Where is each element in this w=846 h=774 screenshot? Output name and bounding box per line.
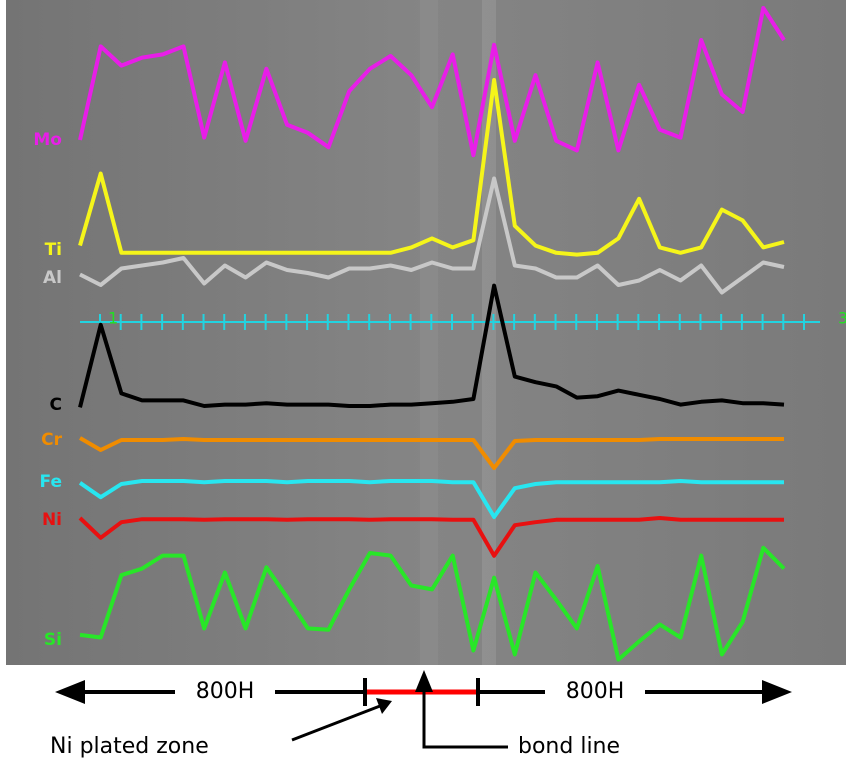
label-bg <box>545 678 645 706</box>
series-label: Al <box>43 268 62 288</box>
series-label: Fe <box>40 472 62 492</box>
annotation: bond line <box>518 734 620 759</box>
arrow-head <box>415 670 433 692</box>
pointer <box>422 688 508 749</box>
ni-zone-streak <box>420 0 438 665</box>
arrow-head <box>55 680 85 704</box>
bottom-annotation: 800H 800H Ni plated zone bond line <box>50 670 792 759</box>
series-label: Ni <box>42 510 62 530</box>
annotation: Ni plated zone <box>50 734 209 759</box>
series-label: Si <box>44 630 62 650</box>
profile-line <box>78 78 785 257</box>
annotation: 800H <box>566 679 625 704</box>
series-label: Ti <box>45 240 62 260</box>
pointer <box>291 704 381 742</box>
profile-line <box>79 176 785 295</box>
label-bg <box>175 678 275 706</box>
profile-line <box>78 516 784 558</box>
profile-line <box>78 6 786 158</box>
series-label: C <box>50 395 62 415</box>
arrow-head <box>762 680 792 704</box>
profile-line <box>78 283 785 408</box>
x-tick-label: 1 <box>108 309 118 328</box>
profile-line <box>78 436 784 470</box>
profile-line <box>79 545 786 662</box>
annotation: 800H <box>196 679 255 704</box>
arrow-head <box>376 698 392 714</box>
series-label: Mo <box>33 130 62 150</box>
x-tick-label: 35 <box>838 309 846 328</box>
series-label: Cr <box>41 430 62 450</box>
profile-line <box>78 479 784 519</box>
